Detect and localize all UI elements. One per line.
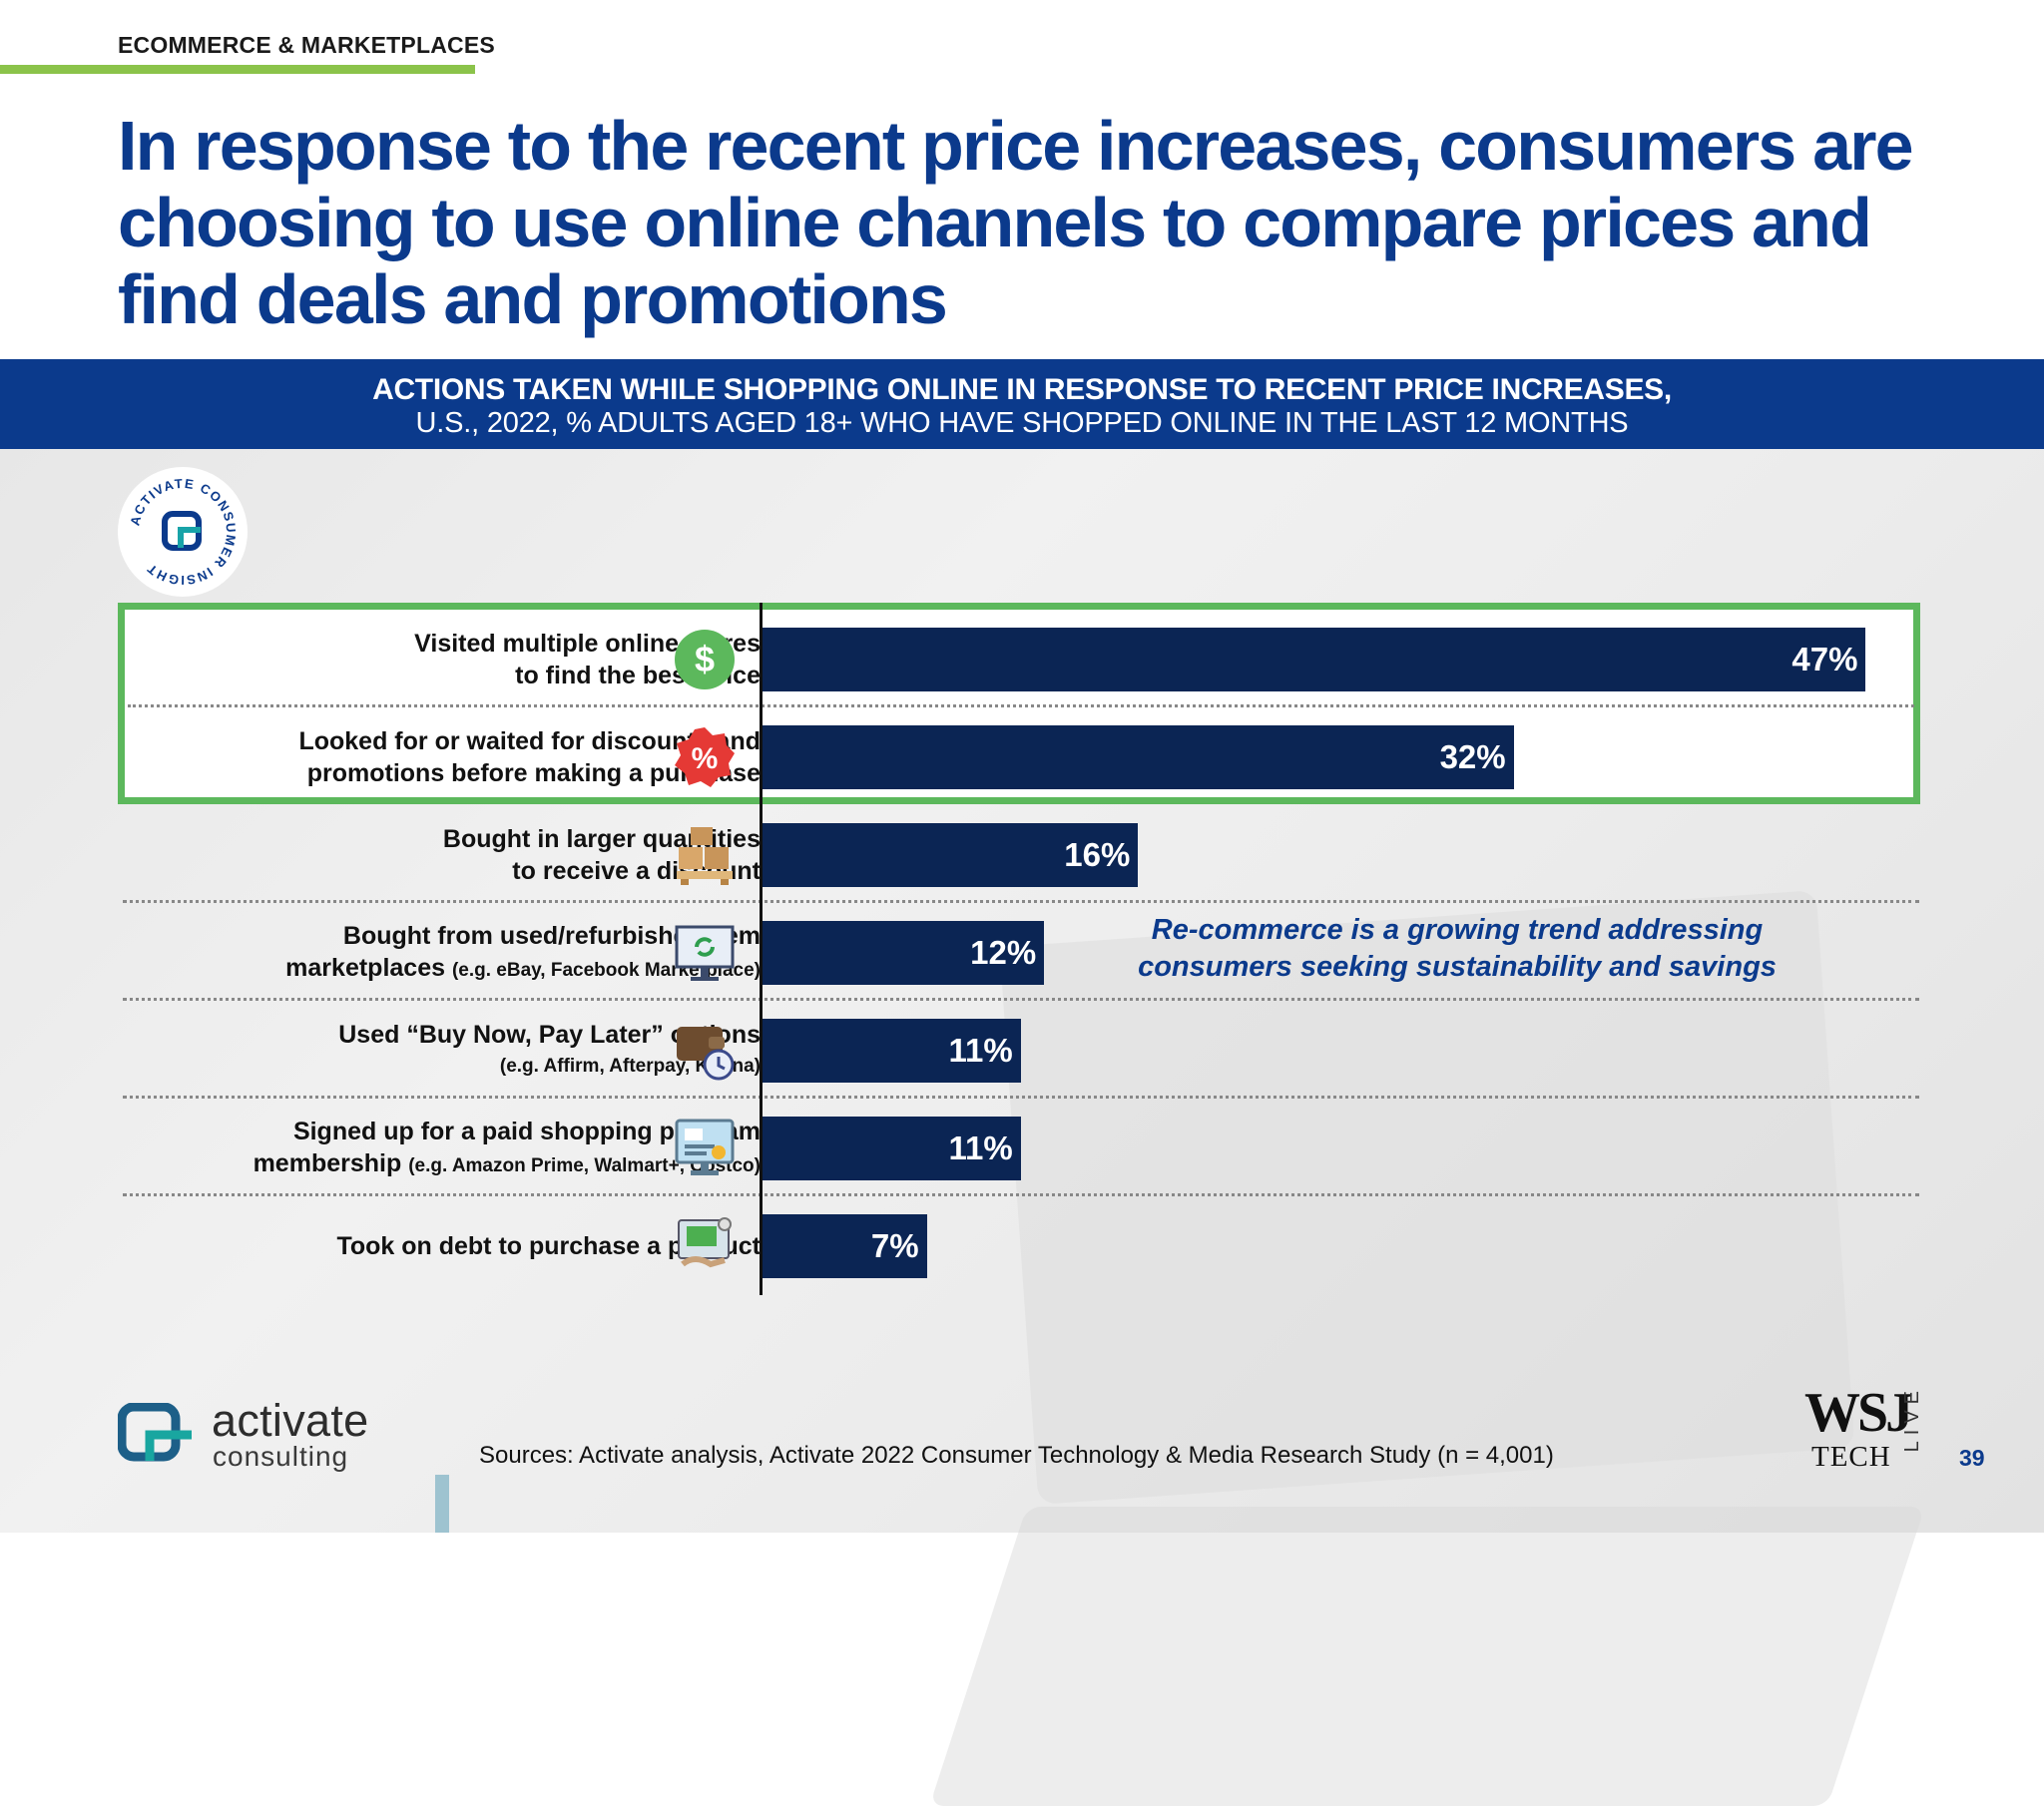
chart-subtitle: U.S., 2022, % ADULTS AGED 18+ WHO HAVE S… (415, 407, 1629, 439)
bar-row: Looked for or waited for discounts and pr… (118, 708, 1920, 806)
page-title: In response to the recent price increase… (118, 107, 1914, 338)
bar (763, 628, 1866, 691)
bar-row: Bought in larger quantities to receive a … (118, 806, 1920, 904)
chart-title-banner: ACTIONS TAKEN WHILE SHOPPING ONLINE IN R… (0, 359, 2044, 449)
page-number: 39 (1959, 1445, 1985, 1471)
bar (763, 1019, 1021, 1083)
category-label: Looked for or waited for discounts and pr… (202, 708, 761, 806)
value-label: 11% (948, 1032, 1013, 1069)
category-label-main: membership (253, 1148, 409, 1177)
wsj-live-label: LIVE (1901, 1385, 1923, 1453)
category-label-example: (e.g. Amazon Prime, Walmart+, Costco) (408, 1154, 761, 1176)
debt-card-icon (673, 1214, 737, 1278)
boxes-icon (673, 823, 737, 887)
bar (763, 725, 1514, 789)
svg-text:%: % (692, 742, 719, 775)
value-label: 11% (948, 1129, 1013, 1166)
consumer-insight-badge: ACTIVATE CONSUMER INSIGHT (118, 467, 248, 597)
category-label-line2: (e.g. Affirm, Afterpay, Klarna) (499, 1056, 761, 1077)
bar (763, 1117, 1021, 1180)
wsj-tech-label: TECH (1811, 1441, 1891, 1473)
value-label: 12% (970, 934, 1037, 971)
value-label: 7% (870, 1227, 919, 1264)
bar (763, 1214, 927, 1278)
value-label: 47% (1791, 641, 1858, 677)
laptop-keyboard-shape (929, 1507, 1925, 1806)
value-label: 16% (1064, 836, 1131, 873)
bar-row: Took on debt to purchase a product 7% (118, 1197, 1920, 1295)
accent-tick (435, 1475, 449, 1533)
bar (763, 823, 1139, 887)
bar-row: Bought from used/refurbished item marketp… (118, 904, 1920, 1002)
row-divider (123, 900, 1919, 903)
bar-row: Used “Buy Now, Pay Later” options (e.g. A… (118, 1002, 1920, 1100)
axis-line (760, 603, 763, 1295)
refurbished-monitor-icon (673, 921, 737, 985)
annotation: Re-commerce is a growing trend addressin… (1138, 914, 1777, 983)
chart-title: ACTIONS TAKEN WHILE SHOPPING ONLINE IN R… (372, 373, 1672, 406)
svg-text:$: $ (695, 639, 715, 679)
section-rule (0, 65, 475, 74)
row-divider (123, 1193, 1919, 1196)
activate-logo-icon (118, 1403, 192, 1462)
bar-row: Signed up for a paid shopping program mem… (118, 1100, 1920, 1197)
section-tag: ECOMMERCE & MARKETPLACES (118, 32, 495, 58)
category-label-main: marketplaces (285, 953, 452, 982)
row-divider (128, 704, 1914, 707)
wsj-logo: WSJ (1804, 1382, 1913, 1444)
category-label-line2: membership (e.g. Amazon Prime, Walmart+,… (254, 1147, 761, 1182)
wallet-clock-icon (673, 1019, 737, 1083)
percent-icon: % (673, 725, 737, 789)
bar-row: Visited multiple online stores to find th… (118, 611, 1920, 708)
bar (763, 921, 1045, 985)
logo-name: activate (212, 1395, 369, 1446)
row-divider (123, 1096, 1919, 1099)
membership-screen-icon (673, 1117, 737, 1180)
badge-icon: ACTIVATE CONSUMER INSIGHT (123, 472, 243, 592)
sources-note: Sources: Activate analysis, Activate 202… (479, 1442, 1554, 1469)
logo-subtitle: consulting (213, 1441, 349, 1472)
row-divider (123, 998, 1919, 1001)
dollar-icon: $ (673, 628, 737, 691)
value-label: 32% (1439, 738, 1506, 775)
